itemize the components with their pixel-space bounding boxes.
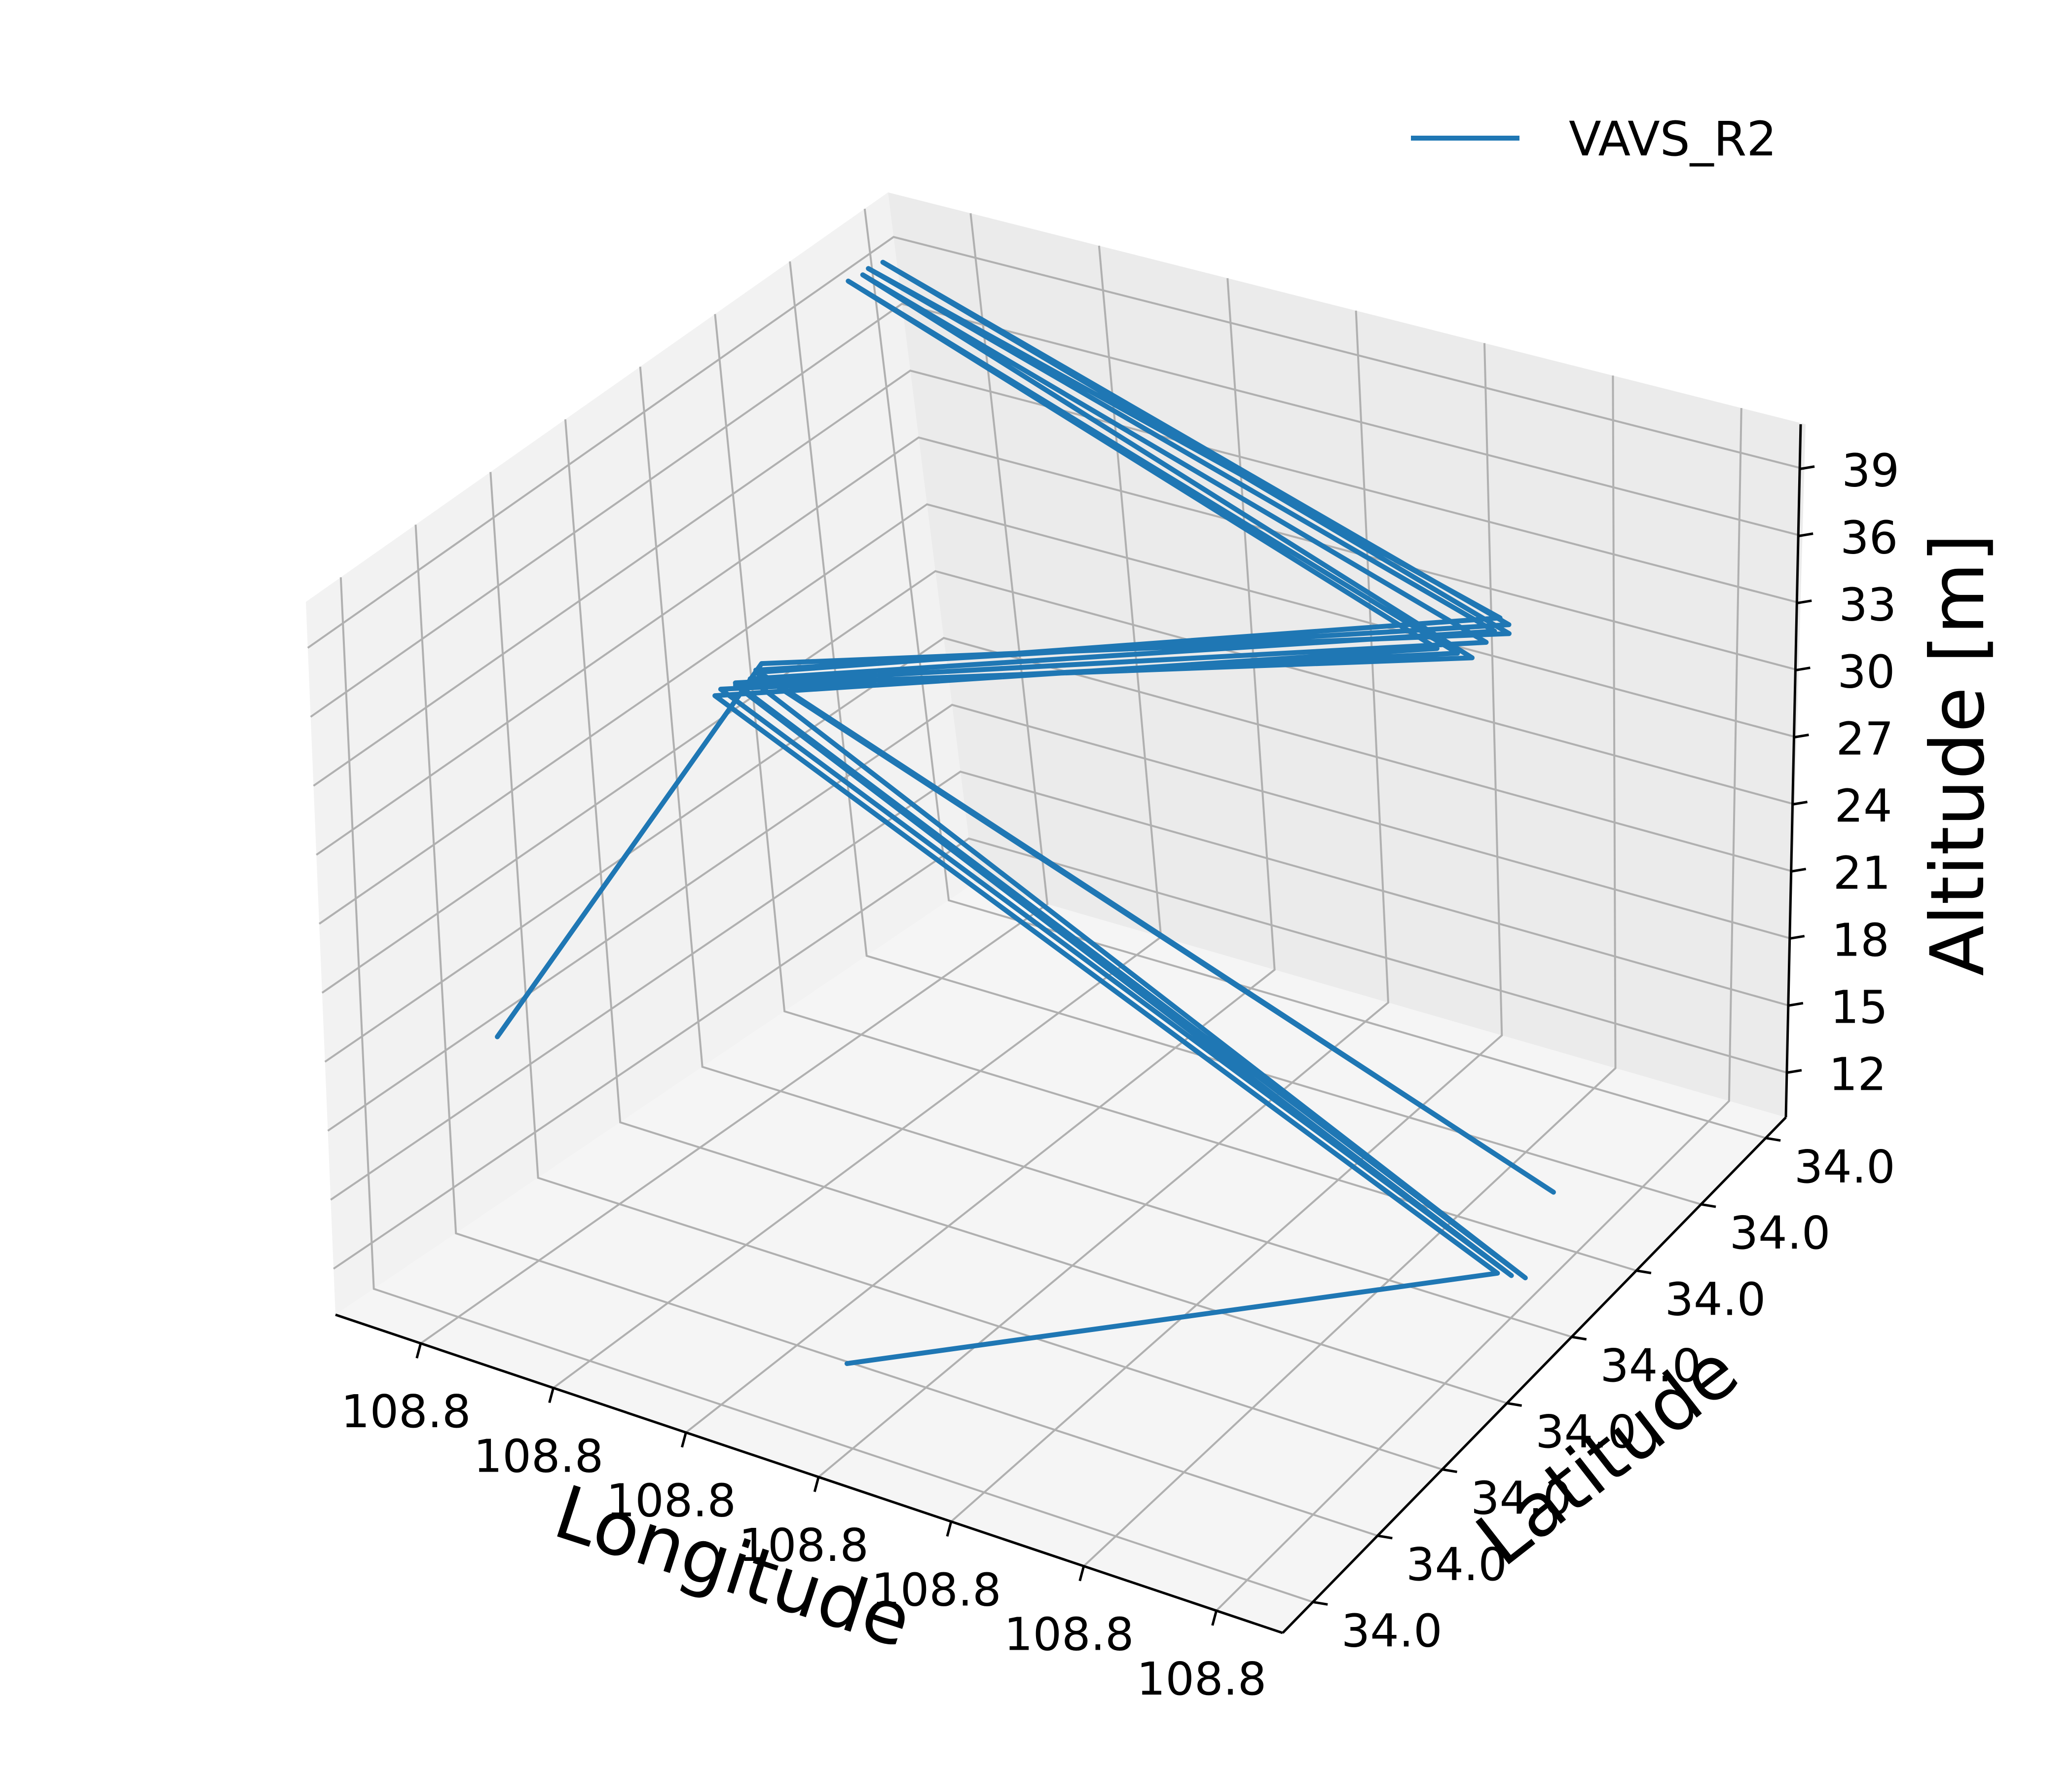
x-tick xyxy=(813,1477,820,1492)
y-tick-label: 34.0 xyxy=(1730,1207,1831,1259)
y-tick xyxy=(1571,1335,1587,1341)
z-grid-line xyxy=(318,503,1797,925)
y-tick-label: 34.0 xyxy=(1600,1339,1701,1392)
y-tick-label: 34.0 xyxy=(1471,1472,1572,1525)
z-grid-line xyxy=(321,570,1795,994)
z-tick xyxy=(1788,1001,1804,1007)
left-pane xyxy=(306,192,974,1315)
x-tick xyxy=(1078,1565,1085,1582)
x-grid-line xyxy=(1083,375,1617,1567)
z-tick-label: 12 xyxy=(1829,1048,1887,1101)
z-axis-line xyxy=(1784,424,1802,1118)
x-grid-line xyxy=(685,278,1276,1434)
z-tick-label: 33 xyxy=(1839,579,1896,631)
y-tick-label: 34.0 xyxy=(1406,1538,1507,1591)
y-tick xyxy=(1442,1468,1457,1474)
y-tick xyxy=(1507,1402,1522,1407)
z-tick-label: 36 xyxy=(1840,512,1898,564)
z-tick xyxy=(1798,532,1813,538)
z-tick xyxy=(1789,934,1805,940)
z-grid-line xyxy=(313,370,1801,787)
y-grid-line xyxy=(863,208,1766,1139)
y-grid-line xyxy=(564,419,1508,1405)
z-tick xyxy=(1786,1069,1802,1074)
z-tick-label: 24 xyxy=(1835,779,1892,832)
x-tick xyxy=(946,1521,953,1537)
z-tick-label: 15 xyxy=(1830,981,1888,1034)
z-tick-label: 18 xyxy=(1832,914,1889,966)
x-tick-label: 108.8 xyxy=(606,1475,736,1527)
y-grid-line xyxy=(414,524,1378,1537)
x-tick-label: 108.8 xyxy=(341,1385,471,1438)
y-tick-label: 34.0 xyxy=(1794,1141,1895,1193)
z-grid-line xyxy=(330,771,1789,1201)
x-axis-line xyxy=(335,1313,1283,1634)
x-grid-line xyxy=(420,213,1049,1344)
z-tick-label: 21 xyxy=(1833,847,1891,899)
z-tick xyxy=(1795,666,1811,672)
series-line-vavs-r2 xyxy=(495,259,1556,1366)
legend-label: VAVS_R2 xyxy=(1569,111,1776,167)
x-tick-label: 108.8 xyxy=(871,1563,1001,1616)
z-tick xyxy=(1791,867,1807,873)
x-grid-line xyxy=(1216,408,1742,1612)
x-grid-line xyxy=(950,343,1503,1522)
y-grid-line xyxy=(714,314,1637,1272)
z-tick xyxy=(1792,801,1808,806)
z-grid-line xyxy=(310,302,1803,718)
y-tick xyxy=(1765,1137,1781,1142)
z-grid-line xyxy=(327,703,1791,1132)
y-tick xyxy=(1636,1269,1652,1274)
tick-marks: 108.8108.8108.8108.8108.8108.8108.834.03… xyxy=(341,444,1899,1705)
x-tick xyxy=(415,1343,422,1359)
y-grid-line xyxy=(489,472,1443,1471)
z-grid-line xyxy=(307,236,1805,649)
y-grid-line xyxy=(639,367,1572,1338)
y-tick-label: 34.0 xyxy=(1535,1406,1636,1458)
y-tick xyxy=(1312,1600,1328,1606)
z-tick-label: 27 xyxy=(1836,713,1893,766)
x-tick xyxy=(1211,1610,1218,1626)
legend: VAVS_R2 xyxy=(1411,111,1776,167)
z-axis-title: Altitude [m] xyxy=(1915,534,2001,976)
z-tick xyxy=(1794,734,1809,739)
z-tick xyxy=(1799,465,1815,471)
z-grid-line xyxy=(324,637,1793,1063)
data-series xyxy=(495,259,1556,1366)
z-tick xyxy=(1796,599,1812,605)
x-tick-label: 108.8 xyxy=(739,1519,869,1572)
x-tick xyxy=(548,1387,555,1403)
z-grid-line xyxy=(316,436,1799,856)
z-tick-label: 30 xyxy=(1837,646,1895,699)
x-tick-label: 108.8 xyxy=(474,1430,603,1482)
y-grid-line xyxy=(789,261,1702,1206)
x-tick-label: 108.8 xyxy=(1137,1653,1266,1705)
floor-pane xyxy=(335,883,1786,1633)
y-tick xyxy=(1377,1534,1393,1540)
y-tick-label: 34.0 xyxy=(1665,1273,1766,1326)
y-grid-line xyxy=(339,577,1313,1603)
x-tick xyxy=(680,1432,687,1448)
x-tick-label: 108.8 xyxy=(1004,1608,1134,1661)
z-grid-line xyxy=(333,837,1788,1270)
z-tick-label: 39 xyxy=(1842,444,1899,497)
y-tick-label: 34.0 xyxy=(1341,1604,1443,1657)
grid-lines xyxy=(307,208,1805,1612)
y-tick xyxy=(1701,1203,1716,1208)
